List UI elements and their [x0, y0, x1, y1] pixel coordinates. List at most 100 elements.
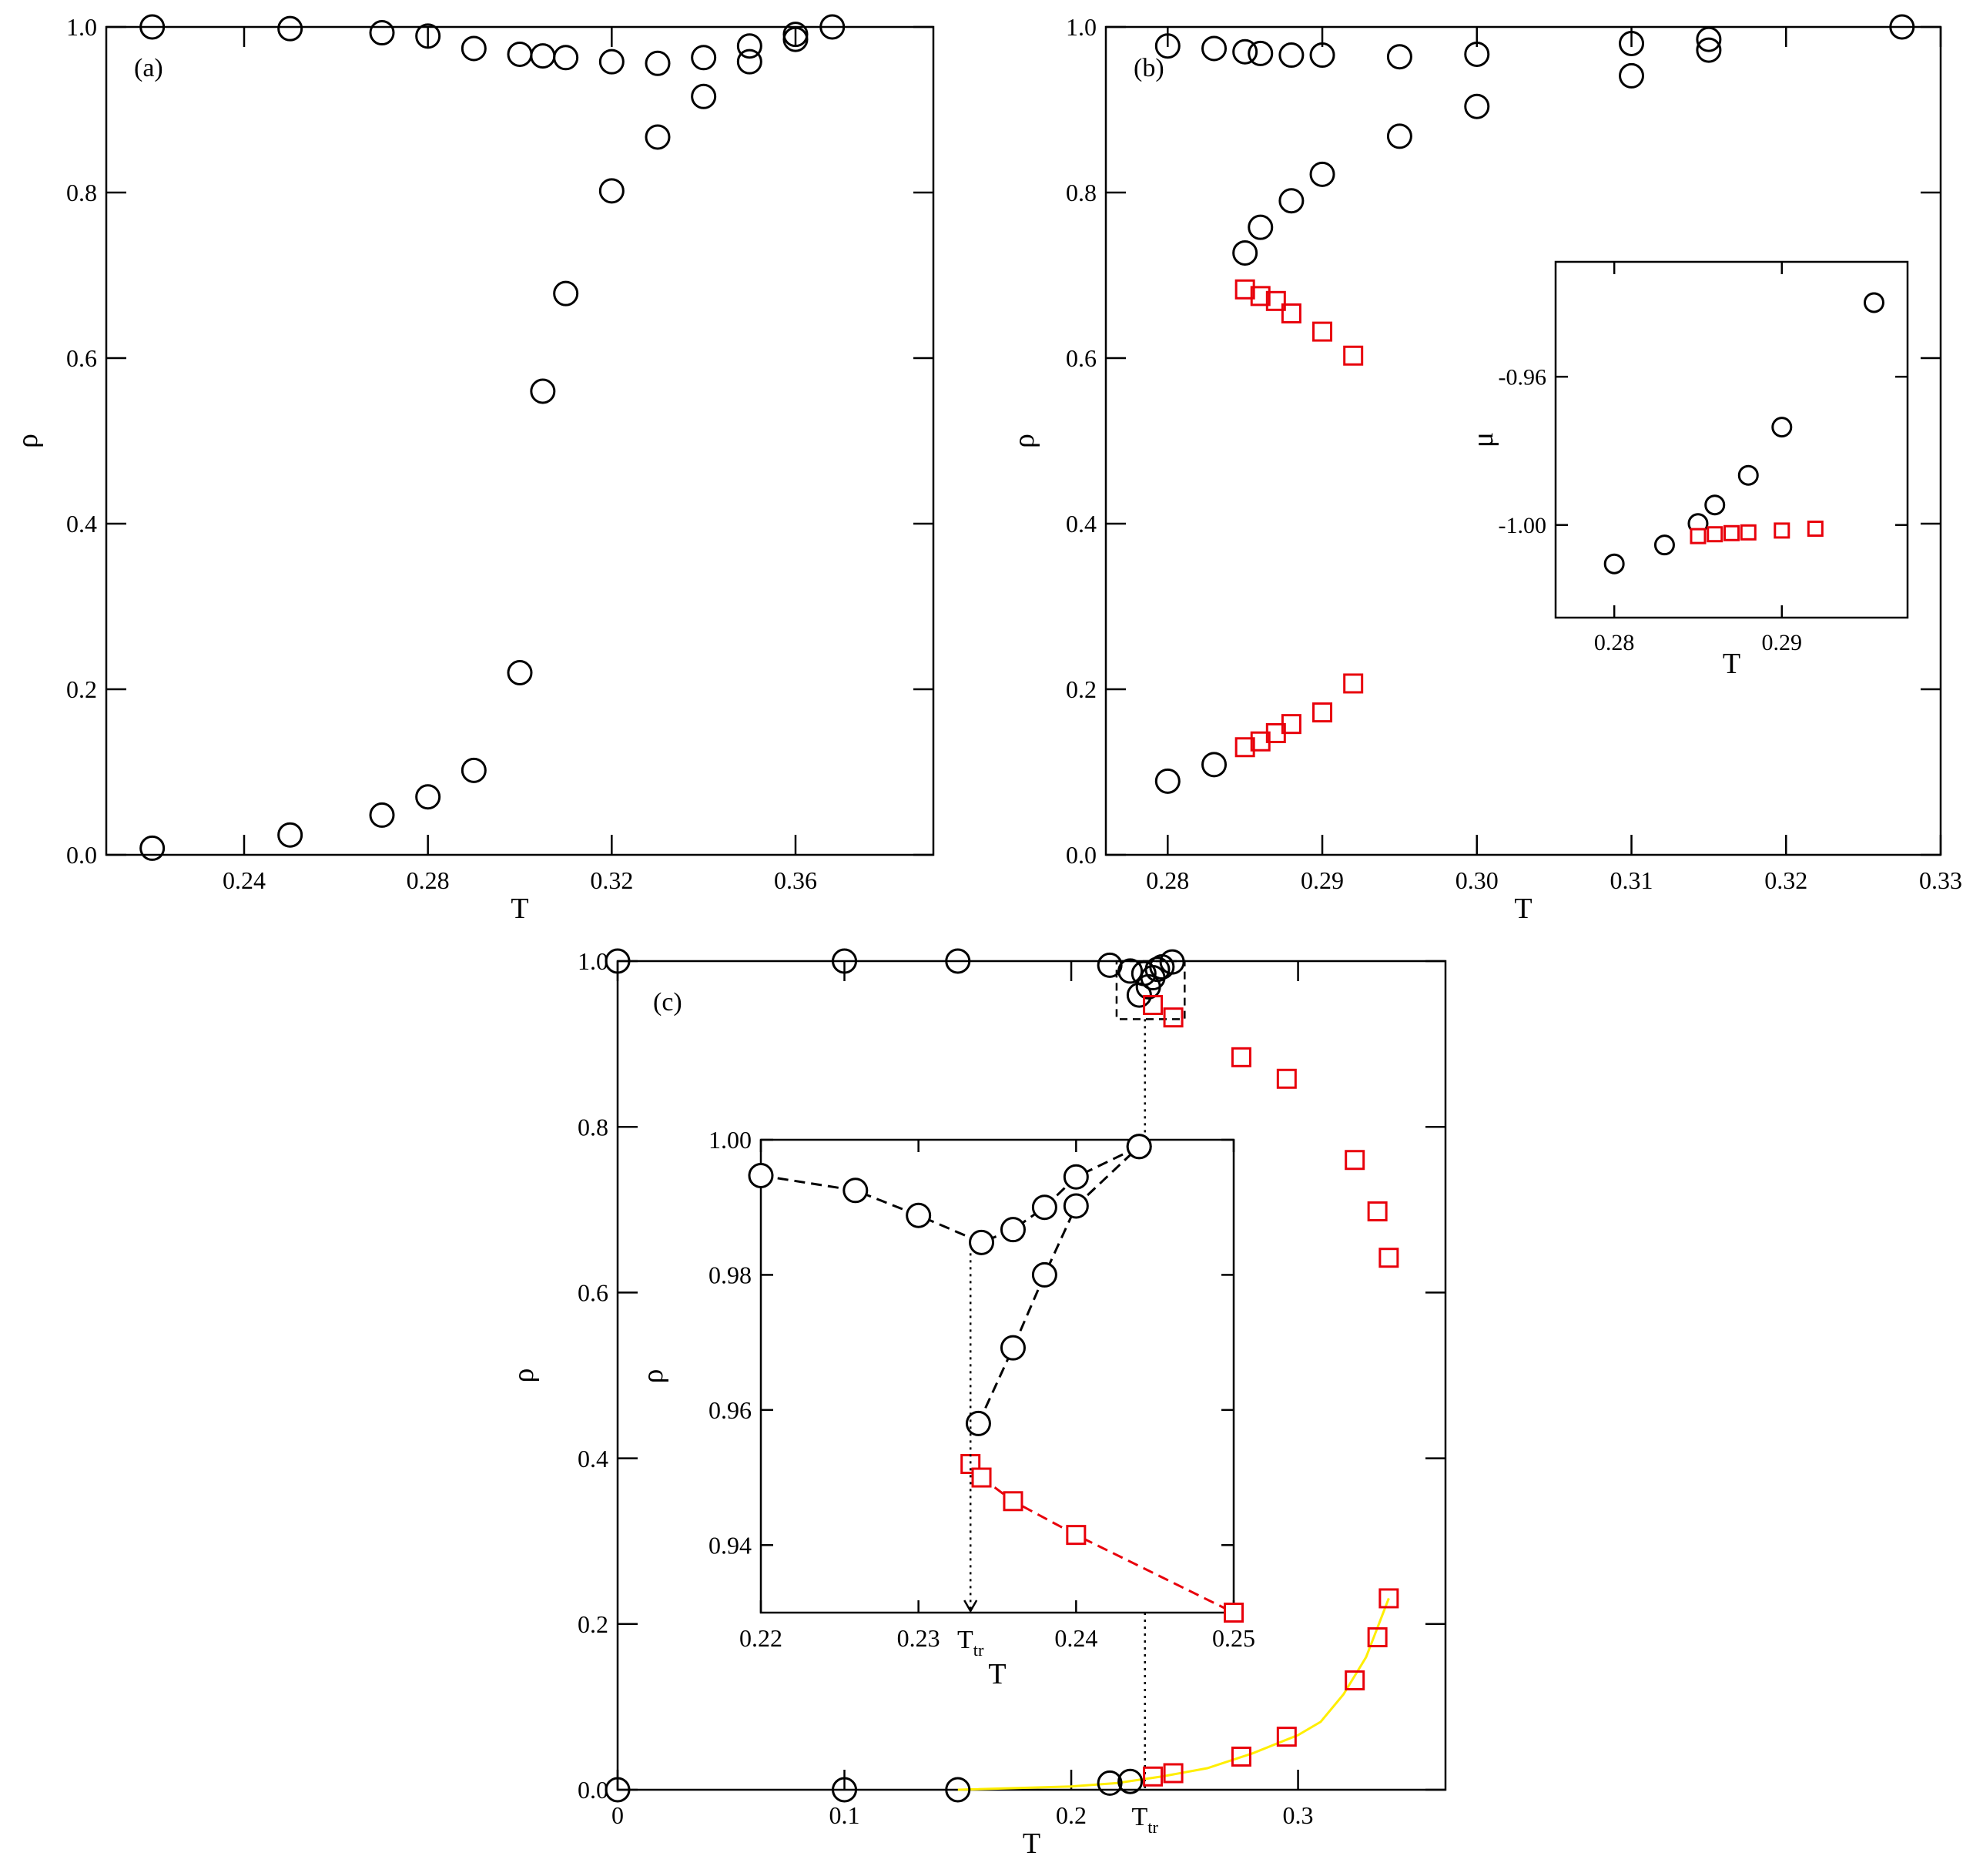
y-tick-label: 0.96 [708, 1396, 752, 1424]
data-point-square [1807, 521, 1824, 537]
data-point-circle [1278, 42, 1305, 69]
x-axis-title: T [1514, 893, 1532, 925]
data-point-circle [507, 41, 533, 67]
plot-frame [616, 960, 1447, 1791]
data-point-circle [1031, 1261, 1057, 1288]
x-tick-label: 0.3 [1283, 1801, 1314, 1829]
y-axis-title: ρ [1008, 434, 1040, 448]
data-point-circle [645, 124, 671, 150]
data-point-circle [1309, 42, 1335, 69]
data-point-circle [1201, 752, 1228, 778]
data-point-circle [1696, 26, 1722, 52]
transition-tick-label: Ttr [957, 1626, 984, 1660]
y-tick-label: 0.6 [1066, 344, 1097, 372]
data-point-square [1378, 1248, 1399, 1268]
x-axis-title: T [988, 1658, 1006, 1690]
data-point-circle [1097, 1770, 1123, 1796]
data-point-circle [530, 43, 556, 69]
panel-b: 0.28 0.29 0.30 0.31 0.32 0.33 0.0 0.2 0.4 0.6 0.8 1… [1008, 13, 1962, 925]
x-tick-label: 0.24 [223, 866, 266, 894]
data-point-circle [832, 1777, 858, 1803]
data-point-circle [1464, 93, 1490, 119]
x-tick-label: 0.1 [829, 1801, 860, 1829]
data-point-circle [1000, 1217, 1026, 1243]
y-axis-title: ρ [12, 434, 44, 448]
data-point-square [1276, 1068, 1297, 1089]
panel-label: (c) [653, 988, 682, 1017]
data-point-circle [1126, 1134, 1152, 1160]
data-point-square [1066, 1525, 1087, 1546]
data-point-circle [1704, 494, 1726, 516]
data-point-circle [645, 50, 671, 76]
data-point-circle [969, 1229, 995, 1255]
data-point-square [1276, 1727, 1297, 1747]
x-tick-label: 0.31 [1610, 866, 1653, 894]
data-point-circle [1248, 40, 1274, 66]
data-point-square [1143, 1766, 1164, 1787]
data-point-circle [1309, 161, 1335, 187]
data-point-circle [1031, 1194, 1057, 1221]
x-tick-label: 0.24 [1054, 1624, 1097, 1652]
x-tick-label: 0.33 [1919, 866, 1962, 894]
x-tick-label: 0.29 [1301, 866, 1344, 894]
plot-frame [105, 25, 935, 856]
x-tick-label: 0.28 [1594, 630, 1635, 655]
data-point-circle [139, 835, 166, 861]
x-tick-label: 0.32 [1764, 866, 1807, 894]
y-tick-label: 0.8 [1066, 179, 1097, 206]
x-tick-label: 0.28 [1146, 866, 1189, 894]
data-point-circle [1386, 123, 1412, 149]
data-point-circle [1619, 62, 1645, 89]
data-point-square [1312, 321, 1333, 342]
data-point-square [1345, 1150, 1365, 1171]
transition-arrow-head [963, 1600, 978, 1613]
data-point-square [1003, 1491, 1023, 1512]
data-point-circle [736, 49, 762, 75]
data-point-circle [415, 23, 441, 49]
data-point-square [1265, 290, 1286, 311]
transition-tick-label: Ttr [1132, 1803, 1159, 1837]
data-point-circle [1000, 1335, 1026, 1361]
data-point-square [1143, 995, 1164, 1016]
y-tick-label: 0.8 [66, 179, 97, 206]
data-point-circle [842, 1178, 869, 1204]
y-tick-label: 0.4 [1066, 510, 1097, 538]
data-point-circle [1653, 534, 1675, 556]
y-tick-label: 0.2 [578, 1610, 608, 1638]
y-tick-label: 1.0 [1066, 13, 1097, 41]
data-point-circle [369, 20, 395, 46]
data-point-circle [1619, 31, 1645, 56]
x-tick-label: 0.29 [1762, 630, 1803, 655]
data-point-square [1231, 1047, 1251, 1067]
data-point-circle [1464, 41, 1490, 67]
data-point-circle [415, 784, 441, 810]
y-tick-label: 0.94 [708, 1531, 752, 1559]
data-point-circle [1889, 14, 1915, 40]
data-point-circle [832, 948, 858, 974]
data-point-circle [1154, 768, 1181, 794]
data-point-square [1231, 1746, 1251, 1767]
data-point-circle [553, 45, 579, 71]
panel-a: 0.24 0.28 0.32 0.36 0.0 0.2 0.4 0.6 0.8 1.0 Tρ (a) [12, 13, 935, 925]
y-tick-label: 0.0 [1066, 841, 1097, 869]
data-point-circle [1117, 1768, 1144, 1794]
data-point-square [1224, 1603, 1244, 1623]
data-point-circle [139, 14, 166, 40]
x-tick-label: 0 [611, 1801, 624, 1829]
data-point-square [1163, 1763, 1184, 1784]
x-tick-label: 0.28 [407, 866, 450, 894]
data-point-circle [965, 1410, 991, 1436]
data-point-circle [507, 660, 533, 685]
x-axis-title: T [1723, 648, 1740, 680]
x-tick-label: 0.22 [739, 1624, 782, 1652]
x-tick-label: 0.32 [590, 866, 633, 894]
data-point-square [1707, 526, 1723, 543]
data-point-circle [605, 1777, 631, 1803]
panel-label: (b) [1134, 54, 1164, 82]
data-point-square [1367, 1201, 1388, 1221]
plot-frame [1554, 260, 1909, 619]
data-point-circle [945, 948, 971, 974]
data-point-circle [906, 1202, 932, 1228]
